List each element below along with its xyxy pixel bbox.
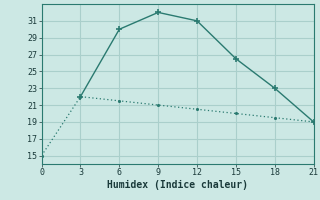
- X-axis label: Humidex (Indice chaleur): Humidex (Indice chaleur): [107, 180, 248, 190]
